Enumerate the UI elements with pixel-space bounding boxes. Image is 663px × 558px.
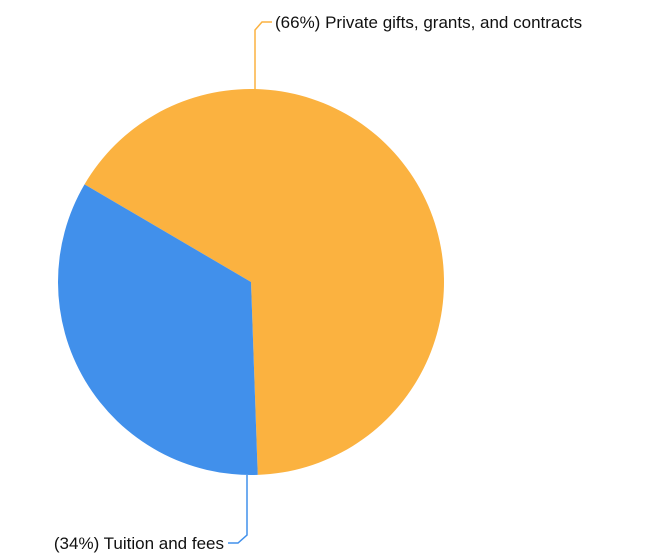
pie-slice-1 [57,184,258,475]
slice-label-tuition: (34%) Tuition and fees [54,534,224,553]
leader-line-0 [254,21,272,92]
leader-line-1 [228,475,248,544]
leader-lines [228,21,272,544]
slice-label-private-gifts: (66%) Private gifts, grants, and contrac… [275,13,582,32]
slice-labels: (66%) Private gifts, grants, and contrac… [54,13,582,553]
pie-slices [57,88,444,475]
pie-slice-0 [84,88,444,475]
